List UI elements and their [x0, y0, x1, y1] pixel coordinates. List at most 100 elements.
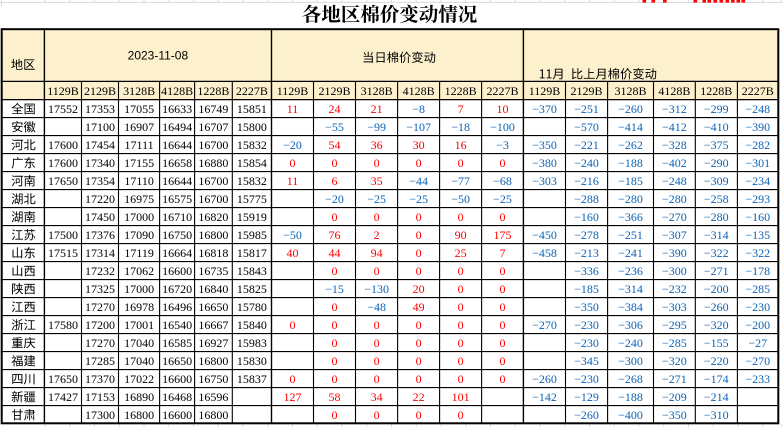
svg-text:3128B: 3128B: [123, 84, 155, 98]
svg-text:−271: −271: [704, 264, 729, 278]
svg-text:4128B: 4128B: [658, 84, 690, 98]
svg-text:−570: −570: [574, 120, 599, 134]
svg-text:−99: −99: [367, 120, 386, 134]
svg-text:0: 0: [416, 318, 422, 332]
svg-text:34: 34: [371, 390, 383, 404]
svg-text:0: 0: [458, 372, 464, 386]
svg-text:17552: 17552: [48, 102, 78, 116]
svg-text:−322: −322: [745, 246, 770, 260]
svg-text:17650: 17650: [48, 372, 78, 386]
svg-text:−248: −248: [662, 174, 687, 188]
svg-text:16658: 16658: [162, 156, 192, 170]
svg-text:17001: 17001: [124, 318, 154, 332]
svg-text:−188: −188: [618, 156, 643, 170]
svg-text:−290: −290: [704, 156, 729, 170]
svg-text:17055: 17055: [124, 102, 154, 116]
svg-text:−350: −350: [574, 300, 599, 314]
svg-text:15919: 15919: [237, 210, 267, 224]
svg-text:0: 0: [458, 336, 464, 350]
svg-text:17354: 17354: [85, 174, 115, 188]
svg-text:11: 11: [287, 174, 299, 188]
svg-text:−375: −375: [704, 138, 729, 152]
svg-text:16: 16: [455, 138, 467, 152]
svg-text:16600: 16600: [162, 372, 192, 386]
svg-text:−230: −230: [574, 336, 599, 350]
svg-text:−209: −209: [662, 390, 687, 404]
svg-text:17370: 17370: [85, 372, 115, 386]
svg-text:16468: 16468: [162, 390, 192, 404]
svg-text:0: 0: [500, 354, 506, 368]
svg-text:0: 0: [374, 210, 380, 224]
svg-text:−270: −270: [532, 318, 557, 332]
svg-text:−262: −262: [618, 138, 643, 152]
svg-text:−285: −285: [745, 282, 770, 296]
svg-text:0: 0: [500, 372, 506, 386]
svg-text:0: 0: [500, 264, 506, 278]
svg-text:17040: 17040: [124, 336, 154, 350]
svg-text:0: 0: [374, 264, 380, 278]
svg-text:−380: −380: [532, 156, 557, 170]
svg-text:−27: −27: [748, 336, 767, 350]
svg-text:17000: 17000: [124, 282, 154, 296]
svg-text:0: 0: [416, 336, 422, 350]
svg-text:0: 0: [332, 318, 338, 332]
svg-text:−233: −233: [745, 372, 770, 386]
svg-text:0: 0: [374, 354, 380, 368]
svg-text:0: 0: [332, 264, 338, 278]
svg-text:0: 0: [290, 318, 296, 332]
svg-text:17427: 17427: [48, 390, 78, 404]
svg-text:−322: −322: [704, 246, 729, 260]
svg-text:−230: −230: [574, 372, 599, 386]
svg-text:16820: 16820: [198, 210, 228, 224]
svg-text:35: 35: [371, 174, 383, 188]
svg-text:2: 2: [374, 228, 380, 242]
svg-text:−185: −185: [574, 282, 599, 296]
svg-text:−241: −241: [618, 246, 643, 260]
svg-text:15800: 15800: [237, 120, 267, 134]
svg-text:16710: 16710: [162, 210, 192, 224]
svg-text:−280: −280: [618, 192, 643, 206]
svg-text:−129: −129: [574, 390, 599, 404]
svg-text:−260: −260: [618, 102, 643, 116]
svg-text:16667: 16667: [198, 318, 228, 332]
svg-text:17062: 17062: [124, 264, 154, 278]
svg-text:17376: 17376: [85, 228, 115, 242]
svg-text:−155: −155: [704, 336, 729, 350]
svg-text:16700: 16700: [198, 174, 228, 188]
svg-text:16596: 16596: [198, 390, 228, 404]
svg-text:−221: −221: [574, 138, 599, 152]
svg-text:17450: 17450: [85, 210, 115, 224]
svg-text:−142: −142: [532, 390, 557, 404]
svg-text:36: 36: [371, 138, 383, 152]
svg-text:−312: −312: [662, 102, 687, 116]
svg-text:−301: −301: [745, 156, 770, 170]
svg-text:0: 0: [332, 210, 338, 224]
svg-text:16800: 16800: [198, 228, 228, 242]
svg-text:−230: −230: [745, 300, 770, 314]
svg-text:0: 0: [500, 336, 506, 350]
svg-text:2227B: 2227B: [486, 84, 518, 98]
svg-text:−370: −370: [532, 102, 557, 116]
svg-text:16644: 16644: [162, 138, 192, 152]
svg-text:16633: 16633: [162, 102, 192, 116]
svg-text:0: 0: [416, 210, 422, 224]
svg-text:0: 0: [416, 408, 422, 422]
svg-text:0: 0: [500, 318, 506, 332]
svg-text:17232: 17232: [85, 264, 115, 278]
svg-text:17270: 17270: [85, 300, 115, 314]
svg-text:0: 0: [500, 210, 506, 224]
svg-text:−390: −390: [662, 246, 687, 260]
svg-text:17353: 17353: [85, 102, 115, 116]
svg-text:15854: 15854: [237, 156, 267, 170]
svg-text:2129B: 2129B: [570, 84, 602, 98]
svg-text:17285: 17285: [85, 354, 115, 368]
svg-text:2129B: 2129B: [318, 84, 350, 98]
svg-text:0: 0: [416, 372, 422, 386]
svg-text:15832: 15832: [237, 138, 267, 152]
svg-text:−240: −240: [574, 156, 599, 170]
svg-text:0: 0: [374, 408, 380, 422]
svg-text:−200: −200: [745, 318, 770, 332]
svg-text:17500: 17500: [48, 228, 78, 242]
svg-text:0: 0: [374, 318, 380, 332]
svg-text:0: 0: [416, 246, 422, 260]
